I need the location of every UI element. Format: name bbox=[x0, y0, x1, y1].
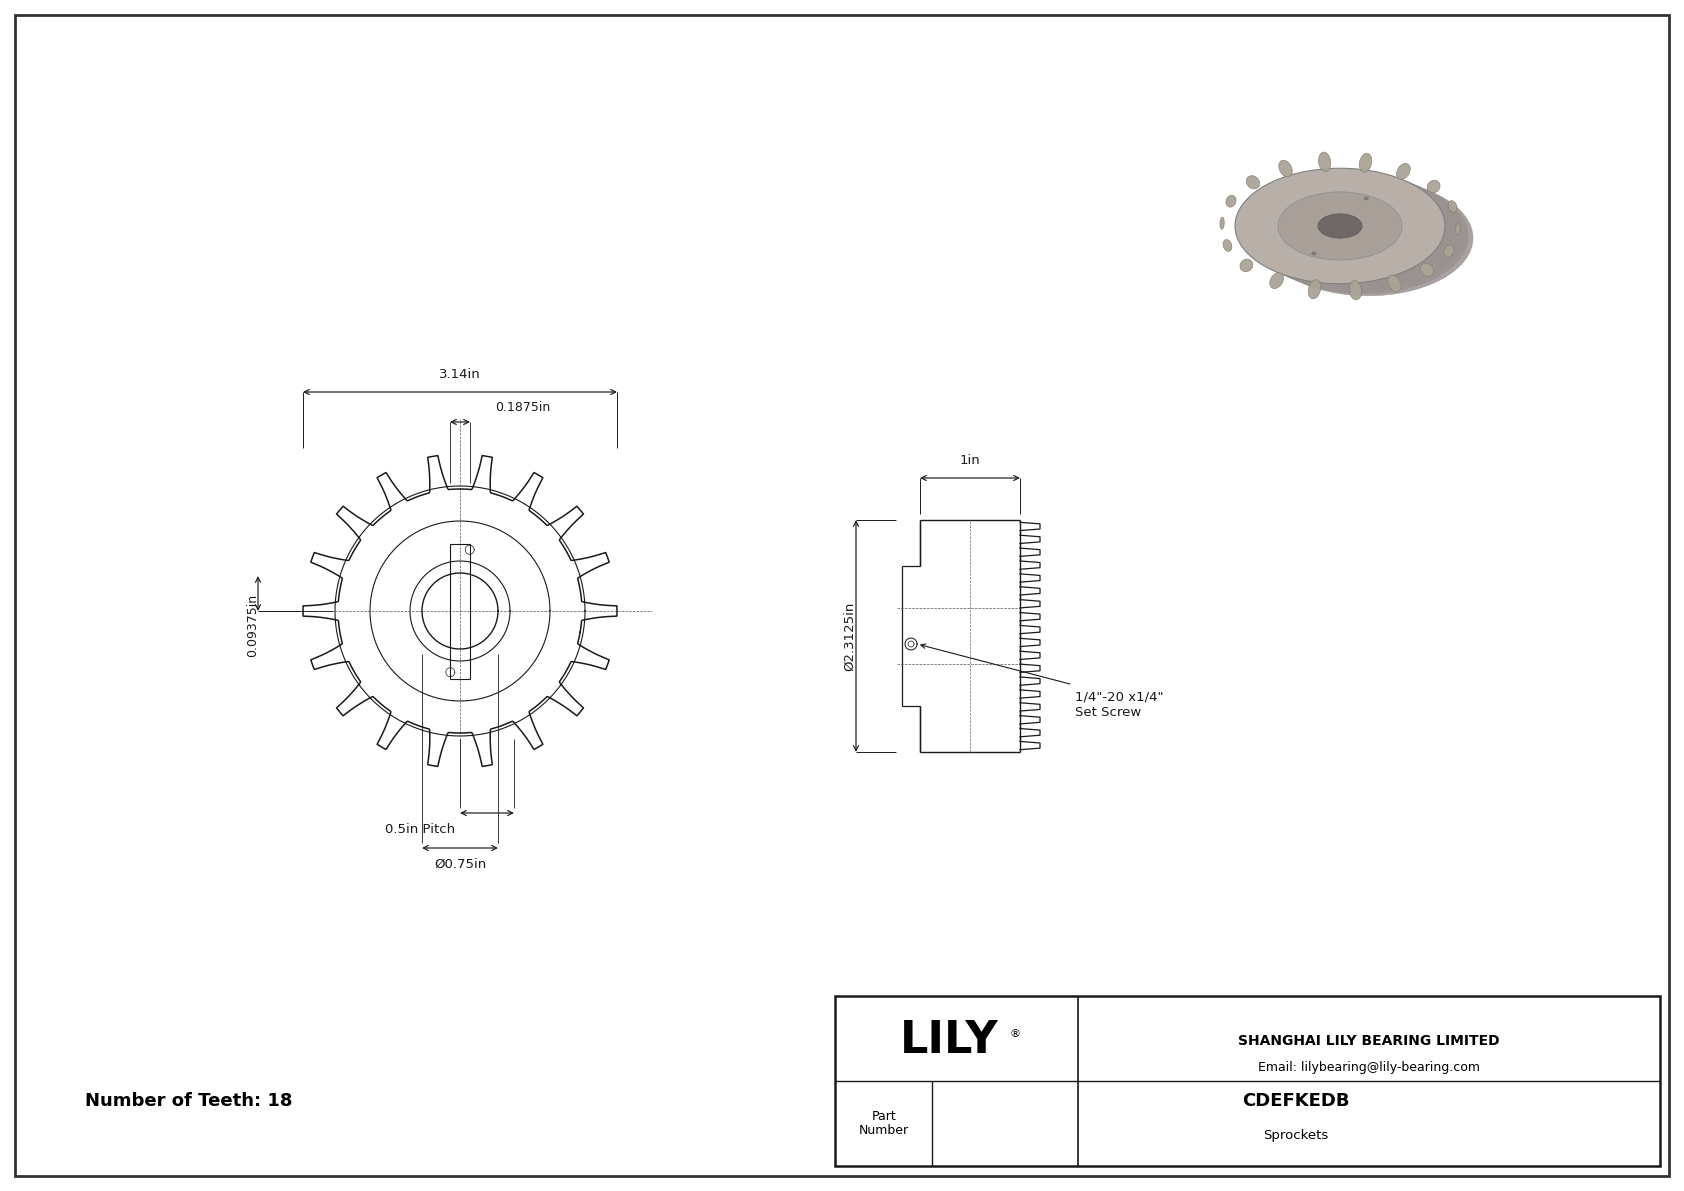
Ellipse shape bbox=[1308, 280, 1320, 299]
Text: CDEFKEDB: CDEFKEDB bbox=[1243, 1092, 1351, 1110]
Text: 1in: 1in bbox=[960, 454, 980, 467]
Ellipse shape bbox=[1388, 275, 1401, 292]
Text: Email: lilybearing@lily-bearing.com: Email: lilybearing@lily-bearing.com bbox=[1258, 1060, 1480, 1073]
Ellipse shape bbox=[1226, 195, 1236, 207]
Ellipse shape bbox=[1359, 154, 1372, 173]
Ellipse shape bbox=[1253, 176, 1463, 292]
Ellipse shape bbox=[1239, 260, 1253, 272]
Ellipse shape bbox=[1396, 163, 1410, 180]
Text: LILY: LILY bbox=[899, 1019, 999, 1062]
Ellipse shape bbox=[1250, 174, 1458, 289]
Bar bbox=[450, 543, 470, 679]
Ellipse shape bbox=[1278, 192, 1403, 260]
Ellipse shape bbox=[1319, 152, 1330, 172]
Ellipse shape bbox=[1234, 168, 1445, 283]
Ellipse shape bbox=[1312, 252, 1315, 255]
Ellipse shape bbox=[1349, 281, 1361, 300]
Text: Ø2.3125in: Ø2.3125in bbox=[844, 601, 857, 671]
Ellipse shape bbox=[1443, 245, 1453, 256]
Ellipse shape bbox=[1319, 214, 1362, 238]
Text: Part
Number: Part Number bbox=[859, 1110, 909, 1137]
Bar bbox=[835, 996, 1660, 1166]
Ellipse shape bbox=[1223, 239, 1233, 251]
Ellipse shape bbox=[1244, 173, 1455, 288]
Text: Sprockets: Sprockets bbox=[1263, 1129, 1329, 1142]
Ellipse shape bbox=[1263, 180, 1474, 295]
Ellipse shape bbox=[1270, 273, 1283, 288]
Ellipse shape bbox=[1364, 197, 1367, 200]
Text: Ø0.75in: Ø0.75in bbox=[434, 858, 487, 871]
Ellipse shape bbox=[1448, 200, 1457, 212]
Ellipse shape bbox=[1258, 179, 1468, 294]
Text: Number of Teeth: 18: Number of Teeth: 18 bbox=[84, 1092, 293, 1110]
Ellipse shape bbox=[1455, 223, 1460, 235]
Ellipse shape bbox=[1239, 170, 1450, 286]
Text: SHANGHAI LILY BEARING LIMITED: SHANGHAI LILY BEARING LIMITED bbox=[1238, 1034, 1500, 1048]
Ellipse shape bbox=[1426, 180, 1440, 193]
Ellipse shape bbox=[1278, 161, 1292, 177]
Text: 0.5in Pitch: 0.5in Pitch bbox=[386, 823, 455, 836]
Text: 0.1875in: 0.1875in bbox=[495, 401, 551, 414]
Ellipse shape bbox=[1420, 263, 1433, 276]
Ellipse shape bbox=[1219, 217, 1224, 229]
Text: 0.09375in: 0.09375in bbox=[246, 593, 259, 656]
Text: 3.14in: 3.14in bbox=[440, 368, 482, 381]
Ellipse shape bbox=[1246, 176, 1260, 189]
Text: ®: ® bbox=[1009, 1029, 1021, 1039]
Text: 1/4"-20 x1/4"
Set Screw: 1/4"-20 x1/4" Set Screw bbox=[1074, 691, 1164, 719]
